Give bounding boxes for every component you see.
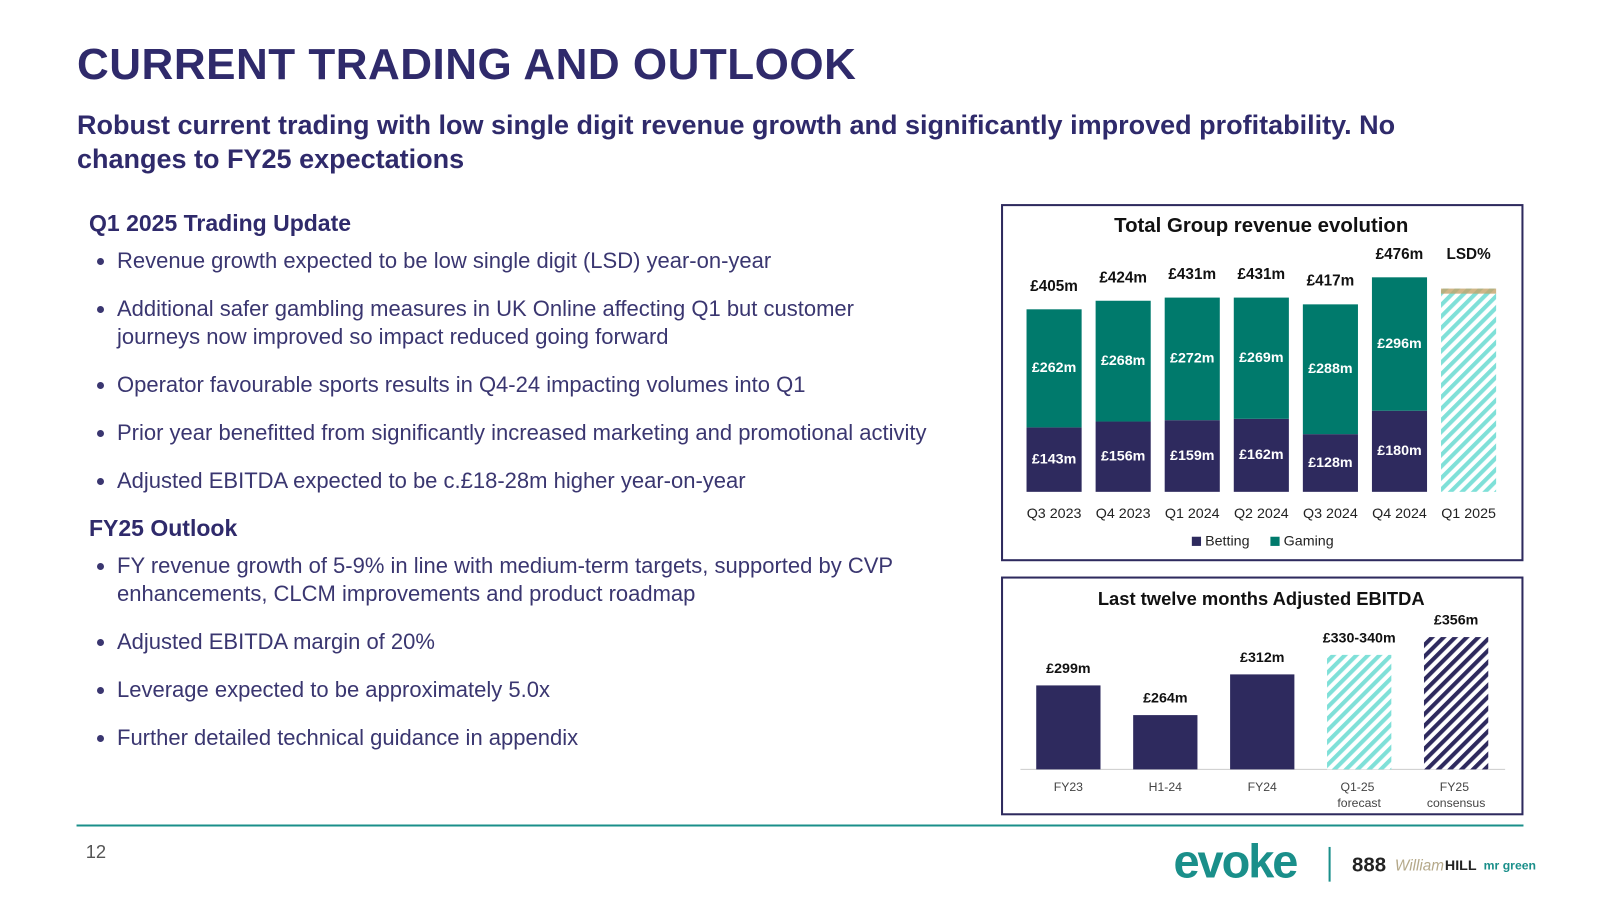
bullet: Prior year benefitted from significantly… xyxy=(117,419,939,447)
legend-label: Betting xyxy=(1205,534,1249,550)
annotation: LSD% xyxy=(1446,246,1491,263)
bullet: Adjusted EBITDA expected to be c.£18-28m… xyxy=(117,467,939,495)
bar-segment xyxy=(1233,297,1289,419)
brand: William xyxy=(1395,857,1444,874)
chart-title: Last twelve months Adjusted EBITDA xyxy=(1098,588,1425,609)
bar-segment xyxy=(1026,309,1082,428)
total-label: £417m xyxy=(1307,273,1355,290)
bullet-list: Revenue growth expected to be low single… xyxy=(89,247,939,495)
x-tick-label: Q3 2023 xyxy=(1027,506,1082,522)
value-label: £296m xyxy=(1377,336,1421,352)
value-label: £269m xyxy=(1239,350,1283,366)
bullet: Leverage expected to be approximately 5.… xyxy=(117,676,939,704)
x-tick-label: FY25 consensus xyxy=(1427,780,1485,810)
x-tick-label: FY24 xyxy=(1248,780,1277,794)
bar-segment xyxy=(1302,434,1358,492)
title: CURRENT TRADING AND OUTLOOK xyxy=(77,40,857,89)
value-label: £268m xyxy=(1101,353,1145,369)
bullet: Operator favourable sports results in Q4… xyxy=(117,371,939,399)
value-label: £162m xyxy=(1239,447,1283,463)
brand: mr green xyxy=(1484,859,1536,873)
bar-segment xyxy=(1095,300,1151,422)
x-tick-line: forecast xyxy=(1337,796,1381,810)
chart-frame xyxy=(1001,204,1524,562)
x-tick-label: Q4 2024 xyxy=(1372,506,1427,522)
value-label: £180m xyxy=(1377,443,1421,459)
value-label: £159m xyxy=(1170,448,1214,464)
bar xyxy=(1230,674,1295,770)
section-heading: FY25 Outlook xyxy=(89,515,238,541)
bullet: Adjusted EBITDA margin of 20% xyxy=(117,628,939,656)
bar-segment xyxy=(1164,297,1220,421)
x-tick-label: Q2 2024 xyxy=(1234,506,1289,522)
bar-segment xyxy=(1026,427,1082,492)
value-label: £262m xyxy=(1032,360,1076,376)
value-label: £128m xyxy=(1308,455,1352,471)
bar xyxy=(1133,715,1198,770)
x-tick-line: Q1-25 xyxy=(1340,780,1377,794)
text-column: Q1 2025 Trading Update Revenue growth exp… xyxy=(89,210,939,772)
total-label: £431m xyxy=(1238,266,1286,283)
value-label: £288m xyxy=(1308,361,1352,377)
x-tick-label: FY23 xyxy=(1054,780,1083,794)
forecast-cap xyxy=(1441,288,1497,294)
bullet: Revenue growth expected to be low single… xyxy=(117,247,939,275)
page-number: 12 xyxy=(86,841,106,862)
x-tick-label: Q4 2023 xyxy=(1096,506,1151,522)
bar-segment xyxy=(1233,418,1289,492)
value-label: £156m xyxy=(1101,448,1145,464)
value-label: £312m xyxy=(1240,650,1284,666)
section: FY25 Outlook FY revenue growth of 5-9% in… xyxy=(89,515,939,752)
x-tick-label: Q1 2024 xyxy=(1165,506,1220,522)
bullet: Further detailed technical guidance in a… xyxy=(117,724,939,752)
bar-segment xyxy=(1371,410,1428,492)
total-label: £431m xyxy=(1168,266,1216,283)
legend-swatch xyxy=(1270,536,1280,546)
bar xyxy=(1327,654,1392,770)
x-tick-line: consensus xyxy=(1427,796,1485,810)
value-label: £143m xyxy=(1032,451,1076,467)
value-label: £356m xyxy=(1434,613,1478,629)
brand: HILL xyxy=(1445,858,1477,874)
bar-segment xyxy=(1095,421,1151,492)
bullet: Additional safer gambling measures in UK… xyxy=(117,295,939,351)
total-label: £405m xyxy=(1030,278,1078,295)
chart-frame xyxy=(1001,576,1524,816)
legend-label: Gaming xyxy=(1284,534,1334,550)
value-label: £299m xyxy=(1046,661,1090,677)
bullet: FY revenue growth of 5-9% in line with m… xyxy=(117,552,939,608)
legend-swatch xyxy=(1191,536,1202,546)
x-tick-label: Q1 2025 xyxy=(1441,506,1496,522)
subtitle: Robust current trading with low single d… xyxy=(77,110,1396,174)
chart-title: Total Group revenue evolution xyxy=(1114,215,1408,237)
bar-segment xyxy=(1164,420,1220,492)
logo: evoke xyxy=(1173,836,1297,888)
total-label: £476m xyxy=(1376,246,1424,263)
forecast-bar xyxy=(1441,288,1497,492)
x-tick-line: FY25 xyxy=(1440,780,1473,794)
bullet-list: FY revenue growth of 5-9% in line with m… xyxy=(89,552,939,752)
value-label: £330-340m xyxy=(1323,630,1396,646)
bar-segment xyxy=(1371,277,1428,411)
value-label: £264m xyxy=(1143,691,1187,707)
x-tick-label: H1-24 xyxy=(1149,780,1183,794)
brand: 888 xyxy=(1352,855,1386,877)
value-label: £272m xyxy=(1170,351,1214,367)
section: Q1 2025 Trading Update Revenue growth exp… xyxy=(89,210,939,495)
x-tick-label: Q3 2024 xyxy=(1303,506,1358,522)
x-tick-label: Q1-25 forecast xyxy=(1337,780,1381,810)
section-heading: Q1 2025 Trading Update xyxy=(89,210,352,236)
bar xyxy=(1423,637,1489,770)
total-label: £424m xyxy=(1099,269,1147,286)
bar xyxy=(1036,685,1101,770)
bar-segment xyxy=(1302,304,1358,435)
